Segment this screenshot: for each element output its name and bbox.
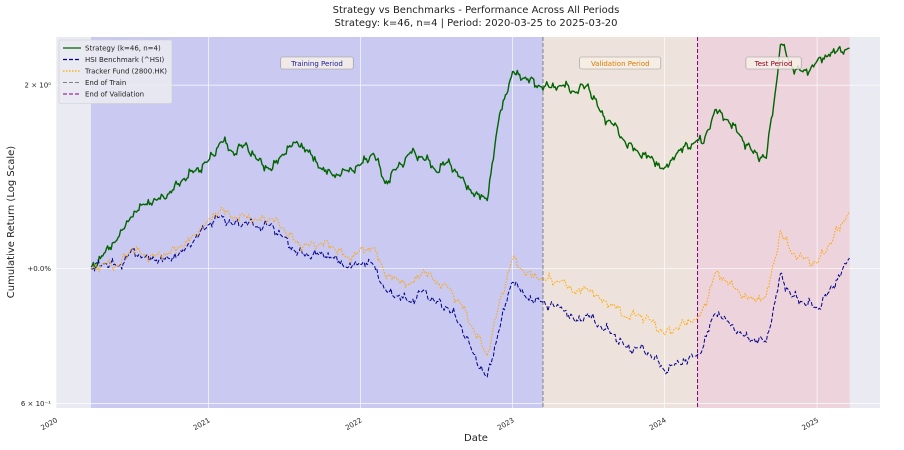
y-tick-1: +0.0%: [27, 265, 51, 273]
legend-entry-0: Strategy (k=46, n=4): [85, 45, 161, 53]
legend-entry-1: HSI Benchmark (^HSI): [85, 56, 164, 64]
legend-box: [58, 39, 173, 104]
period-labels: Training Period Validation Period Test Per…: [280, 56, 802, 70]
grid: [55, 37, 880, 408]
period-boundaries: [542, 37, 699, 408]
legend-entry-4: End of Validation: [85, 91, 144, 99]
legend: Strategy (k=46, n=4) HSI Benchmark (^HSI)…: [58, 39, 173, 104]
period-shading: [90, 37, 850, 408]
series-line-0: [90, 43, 850, 269]
chart-subtitle: Strategy: k=46, n=4 | Period: 2020-03-25…: [334, 18, 617, 29]
period-label-box-1: [579, 56, 662, 70]
y-tick-labels: 6 × 10⁻¹ +0.0% 2 × 10⁰: [21, 82, 52, 408]
x-axis-label: Date: [464, 433, 488, 444]
chart-title: Strategy vs Benchmarks - Performance Acr…: [333, 5, 620, 16]
period-label-0: Training Period: [290, 60, 343, 68]
period-label-box-0: [280, 56, 354, 70]
legend-entry-3: End of Train: [85, 79, 126, 87]
plot-area: [56, 37, 880, 408]
series-lines: [90, 43, 851, 378]
y-tick-2: 2 × 10⁰: [25, 82, 52, 90]
legend-entry-2: Tracker Fund (2800.HK): [84, 68, 167, 76]
period-label-box-2: [745, 56, 802, 70]
period-band-1: [542, 37, 698, 408]
period-label-1: Validation Period: [591, 60, 650, 68]
period-band-2: [697, 37, 850, 408]
period-label-2: Test Period: [754, 60, 793, 68]
y-tick-0: 6 × 10⁻¹: [21, 400, 51, 408]
y-axis-label: Cumulative Return (Log Scale): [6, 146, 17, 298]
